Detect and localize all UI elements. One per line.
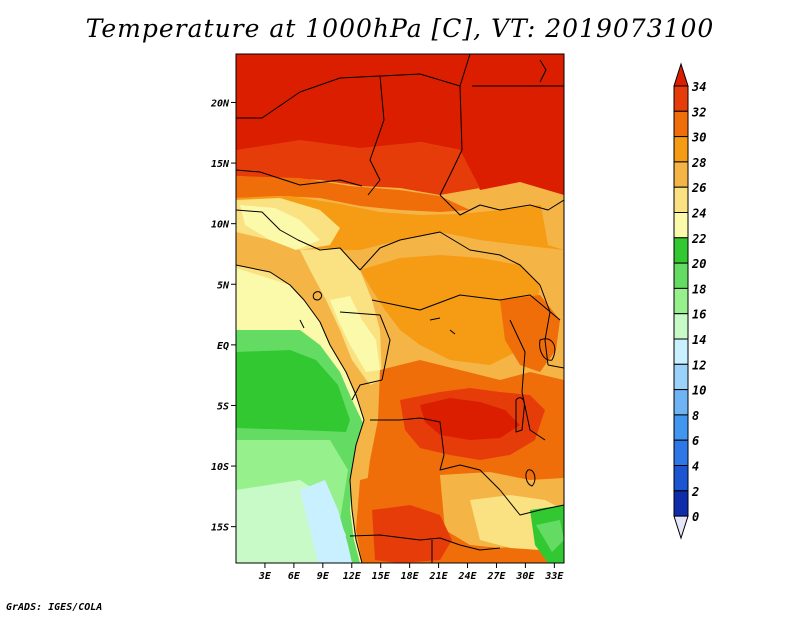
colorbar-swatch (673, 338, 689, 365)
colorbar-top-triangle (673, 62, 689, 87)
lon-tick-label: 18E (401, 571, 420, 582)
credit-label: GrADS: IGES/COLA (6, 602, 103, 613)
lat-tick-label: 20N (210, 98, 230, 109)
colorbar-label: 30 (691, 131, 706, 145)
colorbar-swatch (673, 363, 689, 391)
colorbar-swatch (673, 186, 689, 213)
colorbar-label: 16 (692, 308, 706, 322)
colorbar-swatch (673, 110, 689, 138)
colorbar-swatch (673, 212, 689, 239)
lon-tick-label: 24E (457, 571, 477, 582)
lon-tick-label: 33E (544, 571, 564, 582)
lon-tick-label: 30E (515, 571, 535, 582)
colorbar-label: 26 (691, 181, 706, 195)
lat-tick-label: EQ (217, 341, 229, 352)
lat-tick-label: 5S (217, 401, 229, 412)
colorbar-label: 28 (691, 156, 706, 170)
temperature-field (236, 54, 564, 563)
colorbar-label: 24 (691, 207, 706, 221)
colorbar-swatch (673, 313, 689, 340)
lon-tick-label: 15E (372, 571, 391, 582)
colorbar-swatch (673, 262, 689, 289)
latitude-axis: 20N 15N 10N 5N EQ 5S 10S 15S (210, 98, 236, 534)
colorbar-bottom-triangle (673, 515, 689, 540)
colorbar-label: 20 (691, 257, 706, 271)
colorbar-label: 32 (691, 105, 706, 119)
lat-tick-label: 5N (217, 280, 230, 291)
colorbar-swatch (673, 161, 689, 188)
colorbar-label: 10 (692, 384, 706, 398)
colorbar-label: 14 (692, 333, 706, 347)
colorbar-swatch (673, 85, 689, 112)
colorbar-label: 18 (692, 282, 706, 296)
colorbar-label: 6 (692, 434, 699, 448)
colorbar-swatch (673, 389, 689, 416)
colorbar-swatch (673, 465, 689, 492)
colorbar-label: 0 (692, 510, 699, 524)
colorbar-label: 8 (692, 409, 699, 423)
lon-tick-label: 12E (343, 571, 362, 582)
lat-tick-label: 15S (211, 523, 229, 534)
lon-tick-label: 6E (288, 571, 301, 582)
lon-tick-label: 21E (429, 571, 449, 582)
lon-tick-label: 3E (258, 571, 272, 582)
colorbar-label: 34 (691, 80, 706, 94)
map-title: Temperature at 1000hPa [C], VT: 20190731… (85, 14, 715, 43)
colorbar-label: 2 (691, 485, 699, 499)
longitude-axis: 3E 6E 9E 12E 15E 18E 21E 24E 27E 30E 33E (258, 563, 564, 582)
lon-tick-label: 27E (486, 571, 506, 582)
colorbar-swatch (673, 490, 689, 517)
lat-tick-label: 10N (211, 220, 230, 231)
colorbar-label: 4 (692, 460, 699, 474)
boundaries (236, 54, 564, 563)
map-frame (235, 53, 565, 564)
lat-tick-label: 10S (211, 462, 229, 473)
colorbar-label: 12 (692, 358, 706, 372)
lat-tick-label: 15N (211, 159, 230, 170)
colorbar-swatch (673, 287, 689, 315)
colorbar-swatch (673, 237, 689, 264)
colorbar-swatch (673, 414, 689, 441)
lon-tick-label: 9E (317, 571, 330, 582)
colorbar-swatch (673, 136, 689, 163)
colorbar-swatch (673, 439, 689, 467)
colorbar-label: 22 (691, 232, 706, 246)
